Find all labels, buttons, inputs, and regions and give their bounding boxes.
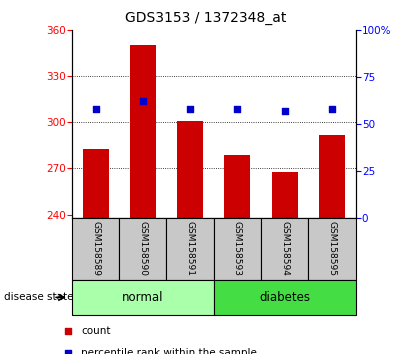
Text: GSM158595: GSM158595 <box>328 221 336 276</box>
Bar <box>72 280 214 315</box>
Text: GSM158590: GSM158590 <box>139 221 147 276</box>
Text: GSM158589: GSM158589 <box>91 221 100 276</box>
Text: normal: normal <box>122 291 164 304</box>
Point <box>234 106 241 112</box>
Bar <box>214 280 356 315</box>
Bar <box>166 218 214 280</box>
Text: percentile rank within the sample: percentile rank within the sample <box>81 348 257 354</box>
Text: count: count <box>81 326 111 337</box>
Bar <box>308 218 356 280</box>
Point <box>281 108 288 114</box>
Text: GDS3153 / 1372348_at: GDS3153 / 1372348_at <box>125 11 286 25</box>
Bar <box>214 218 261 280</box>
Point <box>65 329 72 334</box>
Bar <box>130 45 156 218</box>
Point <box>65 350 72 354</box>
Bar <box>83 149 109 218</box>
Bar <box>261 218 308 280</box>
Point <box>328 106 335 112</box>
Bar <box>119 218 166 280</box>
Bar <box>272 172 298 218</box>
Text: disease state: disease state <box>4 292 74 302</box>
Text: GSM158594: GSM158594 <box>280 221 289 276</box>
Bar <box>177 121 203 218</box>
Point <box>187 106 193 112</box>
Bar <box>319 135 345 218</box>
Text: diabetes: diabetes <box>259 291 310 304</box>
Text: GSM158593: GSM158593 <box>233 221 242 276</box>
Point <box>139 98 146 104</box>
Text: GSM158591: GSM158591 <box>186 221 194 276</box>
Bar <box>224 155 250 218</box>
Bar <box>72 218 119 280</box>
Point <box>92 106 99 112</box>
